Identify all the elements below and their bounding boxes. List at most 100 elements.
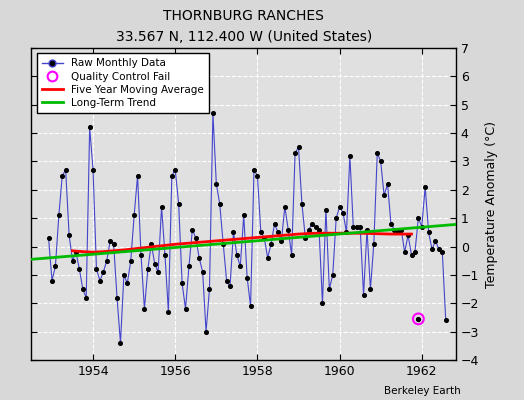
Point [339, 209, 347, 216]
Point [373, 150, 381, 156]
Title: THORNBURG RANCHES
33.567 N, 112.400 W (United States): THORNBURG RANCHES 33.567 N, 112.400 W (U… [115, 10, 372, 44]
Point [130, 212, 138, 218]
Point [230, 229, 238, 236]
Point [243, 274, 252, 281]
Point [428, 246, 436, 252]
Point [65, 232, 73, 238]
Point [318, 300, 326, 306]
Point [284, 226, 292, 233]
Point [308, 221, 316, 227]
Point [346, 152, 354, 159]
Point [116, 340, 125, 346]
Point [181, 306, 190, 312]
Point [161, 252, 169, 258]
Point [421, 184, 429, 190]
Point [89, 167, 97, 173]
Point [246, 303, 255, 309]
Point [377, 158, 385, 165]
Point [48, 277, 56, 284]
Point [233, 252, 241, 258]
Point [150, 260, 159, 267]
Y-axis label: Temperature Anomaly (°C): Temperature Anomaly (°C) [485, 120, 498, 288]
Point [250, 167, 258, 173]
Point [322, 206, 330, 213]
Point [171, 167, 179, 173]
Point [329, 272, 337, 278]
Text: Berkeley Earth: Berkeley Earth [385, 386, 461, 396]
Point [315, 226, 323, 233]
Point [260, 235, 268, 241]
Point [404, 232, 412, 238]
Point [325, 286, 333, 292]
Point [96, 277, 104, 284]
Point [414, 316, 422, 322]
Point [202, 328, 210, 335]
Point [438, 249, 446, 256]
Point [199, 269, 207, 275]
Point [387, 221, 395, 227]
Point [188, 226, 196, 233]
Point [294, 144, 303, 150]
Point [127, 258, 135, 264]
Point [288, 252, 296, 258]
Point [390, 226, 399, 233]
Point [257, 229, 265, 236]
Point [68, 258, 77, 264]
Point [335, 204, 344, 210]
Point [311, 224, 320, 230]
Point [103, 258, 111, 264]
Point [157, 204, 166, 210]
Point [400, 249, 409, 256]
Point [205, 286, 214, 292]
Point [123, 280, 132, 287]
Point [442, 317, 450, 324]
Point [418, 224, 426, 230]
Point [394, 229, 402, 236]
Point [267, 240, 275, 247]
Point [195, 255, 203, 261]
Point [75, 266, 84, 272]
Point [435, 246, 443, 252]
Point [164, 308, 172, 315]
Point [332, 215, 341, 221]
Point [359, 292, 368, 298]
Point [79, 286, 87, 292]
Point [215, 201, 224, 207]
Point [270, 221, 279, 227]
Point [298, 201, 306, 207]
Point [397, 226, 406, 233]
Point [174, 201, 183, 207]
Point [134, 172, 142, 179]
Point [137, 252, 145, 258]
Point [147, 240, 156, 247]
Legend: Raw Monthly Data, Quality Control Fail, Five Year Moving Average, Long-Term Tren: Raw Monthly Data, Quality Control Fail, … [37, 53, 209, 113]
Point [411, 249, 419, 256]
Point [264, 255, 272, 261]
Point [304, 226, 313, 233]
Point [342, 229, 351, 236]
Point [414, 316, 422, 322]
Point [363, 226, 371, 233]
Point [236, 263, 245, 270]
Point [92, 266, 101, 272]
Point [281, 204, 289, 210]
Point [226, 283, 234, 290]
Point [110, 240, 118, 247]
Point [61, 167, 70, 173]
Point [253, 172, 261, 179]
Point [431, 238, 440, 244]
Point [349, 224, 357, 230]
Point [178, 280, 187, 287]
Point [212, 181, 221, 187]
Point [356, 224, 364, 230]
Point [51, 263, 60, 270]
Point [72, 249, 80, 256]
Point [219, 240, 227, 247]
Point [209, 110, 217, 116]
Point [274, 229, 282, 236]
Point [239, 212, 248, 218]
Point [144, 266, 152, 272]
Point [291, 150, 299, 156]
Point [384, 181, 392, 187]
Point [424, 229, 433, 236]
